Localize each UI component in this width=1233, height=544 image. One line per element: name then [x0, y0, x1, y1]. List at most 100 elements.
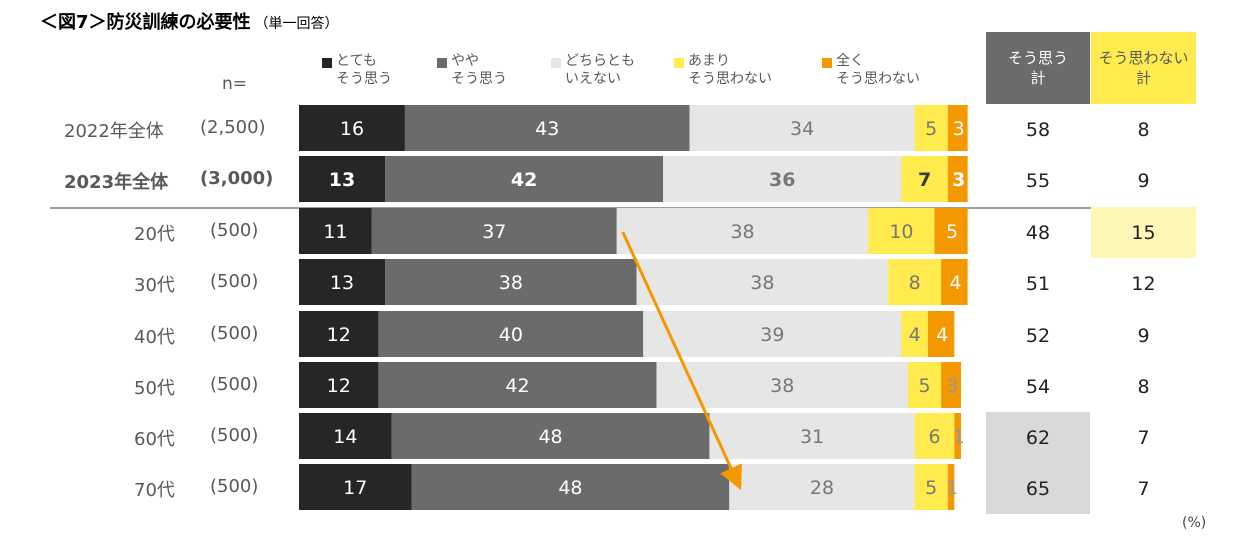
bar-segment-neither [643, 311, 902, 357]
data-label-not_at_all: 3 [946, 375, 958, 397]
title-text: ＜図7＞防災訓練の必要性 [40, 12, 251, 33]
bar-segment-very [299, 208, 372, 254]
agree-total-value: 55 [1025, 170, 1051, 192]
chart-title: ＜図7＞防災訓練の必要性 （単一回答） [40, 8, 339, 34]
bar-segment-neither [663, 156, 902, 202]
data-label-not_at_all: 4 [936, 324, 948, 346]
disagree-total-value: 9 [1137, 170, 1150, 192]
n-label: n= [222, 74, 248, 94]
data-label-somewhat: 37 [482, 221, 506, 243]
disagree-total-value: 9 [1137, 325, 1150, 347]
agree-total-value: 48 [1025, 222, 1051, 244]
legend-swatch [551, 58, 561, 68]
legend-label: あまり そう思わない [688, 53, 772, 87]
legend-label: 全く そう思わない [836, 53, 920, 87]
data-label-not_at_all: 5 [946, 221, 958, 243]
row-label: 2023年全体 [64, 172, 169, 193]
bar-segment-very [299, 105, 405, 151]
trend-arrow [621, 231, 742, 491]
bar-segment-somewhat [411, 464, 730, 510]
legend-item-very: とても そう思う [322, 52, 392, 88]
agree-total-header: そう思う 計 [986, 32, 1090, 104]
data-label-somewhat: 40 [499, 324, 523, 346]
bar-segment-neither [729, 464, 915, 510]
data-label-very: 16 [340, 118, 364, 140]
data-label-very: 11 [323, 221, 347, 243]
agree-total-value: 65 [1025, 478, 1051, 500]
legend-swatch [322, 58, 332, 68]
row-sample-size: (500) [210, 220, 259, 241]
bar-segment-very [299, 311, 379, 357]
bar-segment-neither [709, 413, 915, 459]
data-label-somewhat: 48 [558, 477, 582, 499]
data-label-not_at_all: 1 [946, 477, 958, 499]
data-label-very: 17 [343, 477, 367, 499]
disagree-total-value: 8 [1137, 119, 1150, 141]
row-label: 20代 [134, 224, 175, 245]
legend-label: やや そう思う [451, 53, 507, 87]
disagree-total-value: 15 [1131, 222, 1156, 244]
legend-swatch [674, 58, 684, 68]
bar-segment-neither [636, 259, 889, 305]
data-label-neither: 38 [750, 272, 774, 294]
bar-segment-somewhat [391, 413, 710, 459]
row-label: 2022年全体 [64, 121, 164, 142]
legend-swatch [437, 58, 447, 68]
bar-segment-not_much [868, 208, 935, 254]
data-label-not_much: 7 [918, 169, 931, 191]
legend-item-neither: どちらとも いえない [551, 52, 635, 88]
bar-segment-not_at_all [947, 464, 955, 510]
data-label-not_at_all: 4 [949, 272, 961, 294]
bar-segment-very [299, 464, 412, 510]
data-label-neither: 39 [760, 324, 784, 346]
bar-segment-not_at_all [941, 259, 968, 305]
legend-label: どちらとも いえない [565, 53, 635, 87]
agree-total-value: 51 [1025, 273, 1051, 295]
agree-total-value: 62 [1025, 427, 1051, 449]
legend-item-not_at_all: 全く そう思わない [822, 52, 920, 88]
data-label-neither: 28 [810, 477, 834, 499]
data-label-not_much: 5 [925, 477, 937, 499]
bar-segment-not_at_all [934, 208, 968, 254]
disagree-total-value: 8 [1137, 376, 1150, 398]
data-label-somewhat: 43 [535, 118, 559, 140]
data-label-very: 13 [330, 272, 354, 294]
row-sample-size: (2,500) [200, 117, 266, 138]
bar-segment-not_much [888, 259, 942, 305]
legend-item-not_much: あまり そう思わない [674, 52, 772, 88]
data-label-not_much: 10 [889, 221, 913, 243]
bar-segment-not_much [901, 311, 928, 357]
bar-segment-not_at_all [954, 413, 961, 459]
data-label-very: 14 [333, 426, 357, 448]
bar-segment-somewhat [385, 259, 637, 305]
bar-segment-somewhat [404, 105, 690, 151]
data-label-neither: 36 [769, 169, 795, 191]
data-label-very: 13 [329, 169, 355, 191]
legend-swatch [822, 58, 832, 68]
bar-segment-somewhat [378, 311, 644, 357]
agree-total-value: 54 [1025, 376, 1051, 398]
disagree-total-header: そう思わない 計 [1091, 32, 1196, 104]
bar-segment-very [299, 362, 379, 408]
data-label-somewhat: 42 [511, 169, 537, 191]
row-label: 50代 [134, 378, 175, 399]
bar-segment-neither [616, 208, 869, 254]
row-label: 40代 [134, 327, 175, 348]
data-label-neither: 38 [730, 221, 754, 243]
bar-segment-not_at_all [947, 105, 968, 151]
bar-segment-not_at_all [941, 362, 961, 408]
data-label-somewhat: 48 [538, 426, 562, 448]
data-label-not_much: 6 [928, 426, 940, 448]
data-label-very: 12 [327, 375, 351, 397]
bar-segment-not_at_all [927, 311, 955, 357]
disagree-total-value: 7 [1137, 427, 1150, 449]
unit-label: (%) [1182, 515, 1207, 531]
bar-segment-somewhat [378, 362, 657, 408]
data-label-very: 12 [327, 324, 351, 346]
disagree-total-value: 7 [1137, 478, 1150, 500]
bar-segment-not_much [908, 362, 942, 408]
data-label-not_much: 5 [919, 375, 931, 397]
row-label: 70代 [134, 480, 175, 501]
row-sample-size: (500) [210, 323, 259, 344]
row-sample-size: (500) [210, 425, 259, 446]
